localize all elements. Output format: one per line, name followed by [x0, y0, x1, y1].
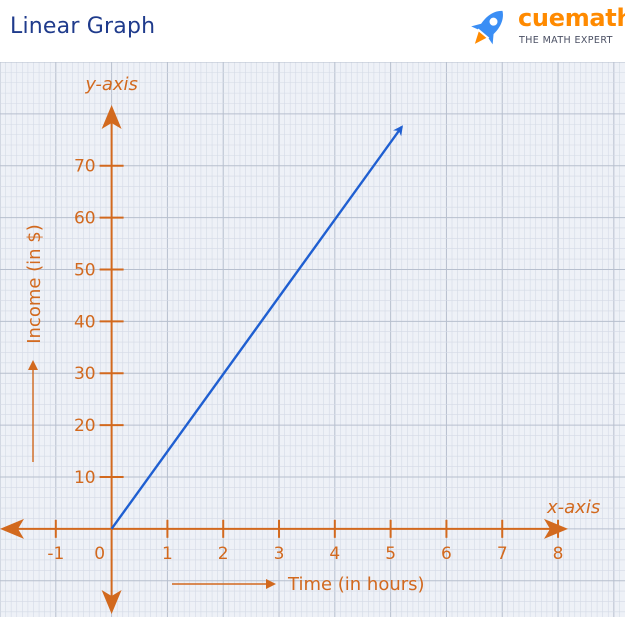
- y-tick-label: 50: [74, 260, 96, 280]
- header: Linear Graph cuemath THE MATH EXPERT: [0, 0, 625, 62]
- x-tick-label: 2: [218, 544, 229, 564]
- x-axis-label: Time (in hours): [287, 574, 425, 595]
- y-tick-label: 40: [74, 312, 96, 332]
- x-tick-label: 7: [497, 544, 508, 564]
- y-axis-name: y-axis: [84, 74, 138, 95]
- logo-tagline: THE MATH EXPERT: [519, 35, 613, 46]
- y-axis-arrow-up: [101, 105, 122, 129]
- y-tick-label: 70: [74, 157, 96, 177]
- x-tick-label: -1: [47, 544, 64, 564]
- axes: -1 0 1 2 3 4 5 6 7 8 10 20 30 40 50 60 70 x-axis y-axis Tim…: [0, 74, 600, 614]
- y-tick-label: 30: [74, 364, 96, 384]
- x-axis-arrow-left: [0, 518, 24, 539]
- linear-graph-chart: -1 0 1 2 3 4 5 6 7 8 10 20 30 40 50 60 70 x-axis y-axis Tim…: [0, 62, 625, 617]
- x-tick-label: 4: [329, 544, 340, 564]
- page-title: Linear Graph: [10, 14, 156, 39]
- x-axis-arrow-right: [544, 518, 568, 539]
- marks: [110, 125, 403, 530]
- x-tick-label: 1: [162, 544, 173, 564]
- x-tick-label: 6: [441, 544, 452, 564]
- y-axis-label: Income (in $): [24, 224, 45, 344]
- x-tick-label: 3: [274, 544, 285, 564]
- y-tick-label: 20: [74, 416, 96, 436]
- ylabel-arrow-head: [28, 360, 38, 370]
- y-tick-label: 10: [74, 468, 96, 488]
- xlabel-arrow-head: [266, 579, 276, 589]
- x-axis-name: x-axis: [546, 497, 600, 518]
- y-tick-label: 60: [74, 209, 96, 229]
- y-axis-arrow-down: [101, 590, 122, 614]
- cuemath-logo: cuemath THE MATH EXPERT: [462, 2, 625, 58]
- x-tick-label: 0: [94, 544, 105, 564]
- rocket-icon: [471, 10, 503, 45]
- logo-name: cuemath: [518, 4, 625, 32]
- series-line-1: [110, 125, 403, 530]
- x-tick-label: 5: [385, 544, 396, 564]
- x-tick-label: 8: [553, 544, 564, 564]
